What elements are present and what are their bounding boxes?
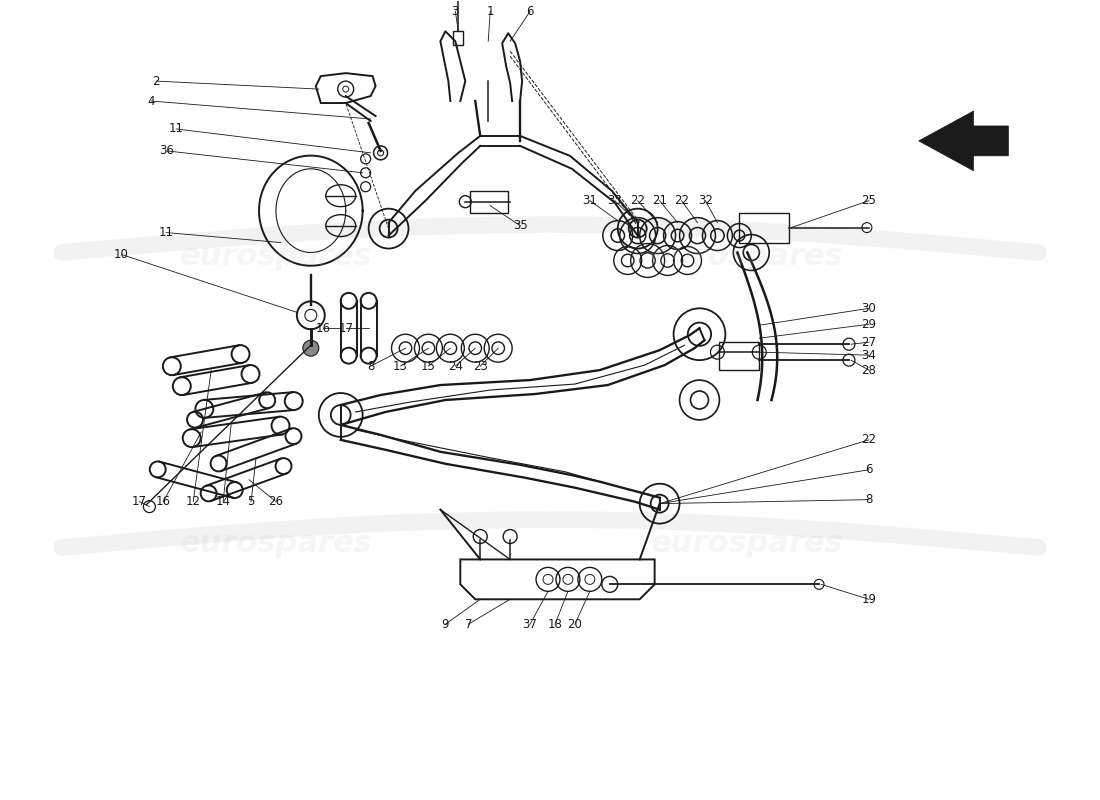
Text: 32: 32 (698, 194, 713, 207)
Text: eurospares: eurospares (651, 242, 844, 271)
Text: 25: 25 (861, 194, 877, 207)
Text: 9: 9 (441, 618, 449, 630)
Circle shape (814, 579, 824, 590)
Text: 22: 22 (630, 194, 646, 207)
Text: 7: 7 (464, 618, 472, 630)
Text: 17: 17 (132, 495, 147, 508)
Text: 10: 10 (114, 248, 129, 261)
Text: 22: 22 (861, 434, 877, 446)
Text: 19: 19 (861, 593, 877, 606)
Text: 36: 36 (158, 144, 174, 158)
Text: 12: 12 (186, 495, 200, 508)
Text: 4: 4 (147, 94, 155, 107)
Text: 6: 6 (526, 5, 534, 18)
Text: 34: 34 (861, 349, 877, 362)
Text: 21: 21 (652, 194, 667, 207)
Text: 23: 23 (473, 360, 487, 373)
Text: 16: 16 (316, 322, 330, 334)
Text: 28: 28 (861, 364, 877, 377)
Text: eurospares: eurospares (651, 529, 844, 558)
Text: 35: 35 (513, 219, 528, 232)
Text: 24: 24 (448, 360, 463, 373)
Text: 8: 8 (367, 360, 374, 373)
Text: eurospares: eurospares (179, 529, 372, 558)
Text: 11: 11 (158, 226, 174, 239)
Text: 22: 22 (674, 194, 689, 207)
Text: 17: 17 (338, 322, 353, 334)
Text: 29: 29 (861, 318, 877, 330)
Polygon shape (918, 111, 1009, 170)
Text: 13: 13 (393, 360, 408, 373)
Text: 6: 6 (865, 463, 872, 476)
Text: 3: 3 (452, 5, 459, 18)
Text: 14: 14 (216, 495, 231, 508)
Text: 15: 15 (421, 360, 436, 373)
Text: 5: 5 (248, 495, 255, 508)
Text: 30: 30 (861, 302, 877, 315)
Circle shape (843, 354, 855, 366)
Bar (453, 31, 463, 46)
Text: eurospares: eurospares (179, 242, 372, 271)
Circle shape (843, 338, 855, 350)
Text: 1: 1 (486, 5, 494, 18)
Circle shape (602, 576, 618, 592)
Text: 31: 31 (582, 194, 597, 207)
Text: 27: 27 (861, 336, 877, 349)
Text: 18: 18 (548, 618, 562, 630)
Text: 2: 2 (153, 74, 161, 88)
Text: 8: 8 (866, 493, 872, 506)
Text: 37: 37 (522, 618, 538, 630)
Text: 16: 16 (156, 495, 170, 508)
Bar (719, 342, 759, 370)
Bar (739, 213, 789, 242)
Text: 33: 33 (607, 194, 623, 207)
Text: 20: 20 (568, 618, 582, 630)
Circle shape (302, 340, 319, 356)
Text: 11: 11 (168, 122, 184, 135)
Bar (471, 190, 508, 213)
Text: 26: 26 (268, 495, 284, 508)
